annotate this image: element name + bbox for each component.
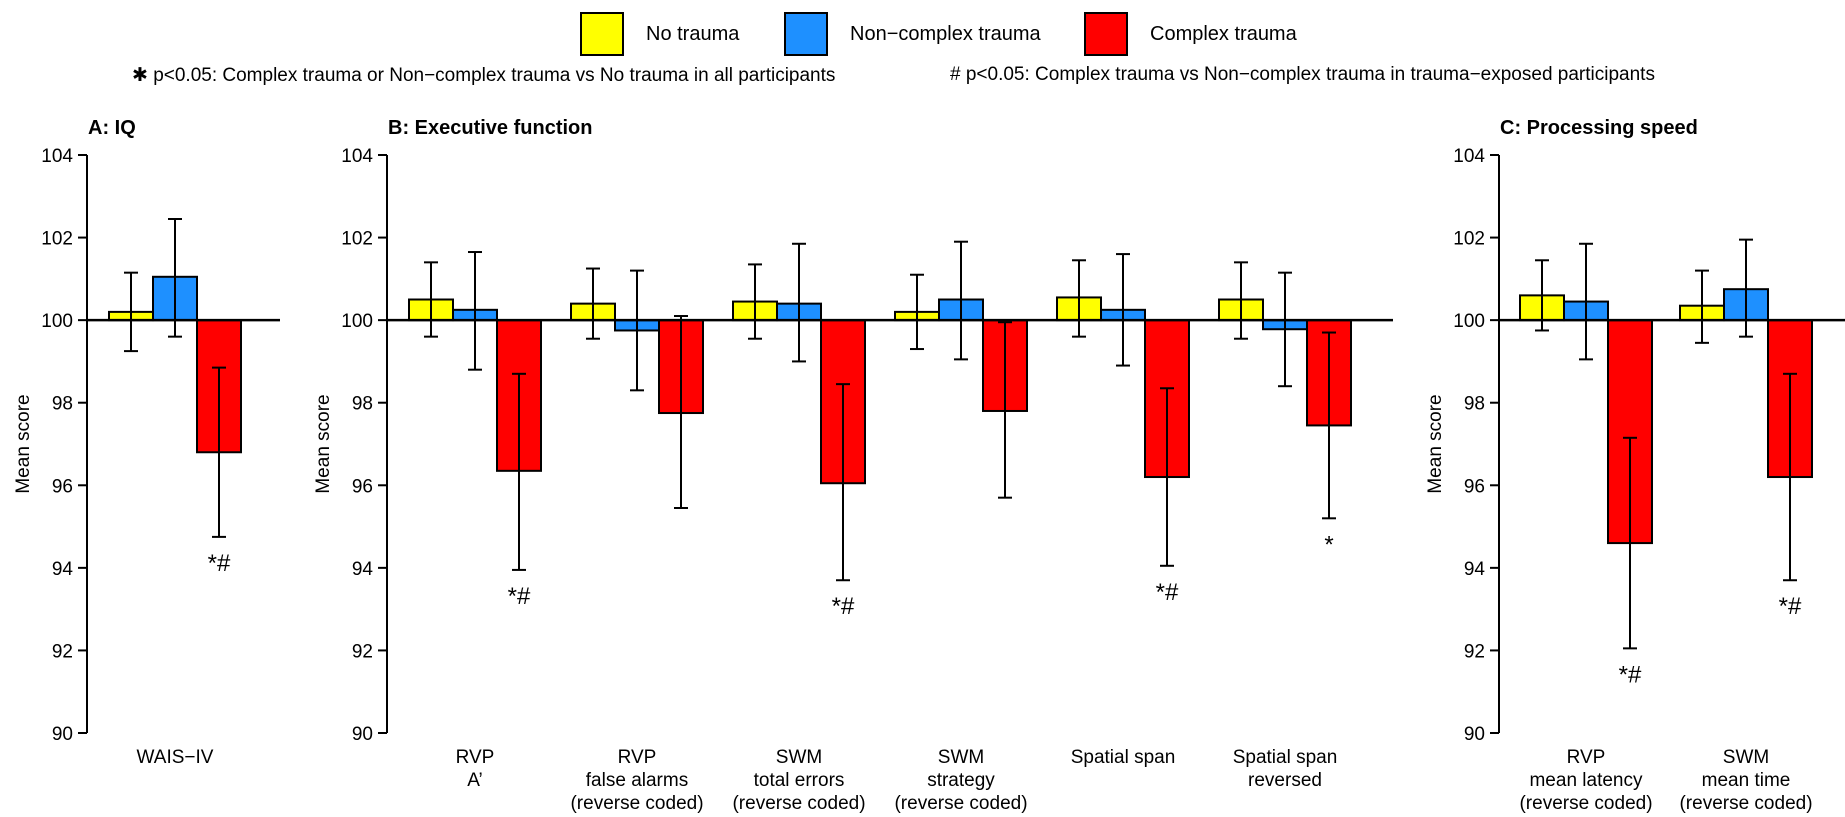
panel-title-p2: C: Processing speed [1500, 117, 1698, 139]
legend-label: Non−complex trauma [850, 23, 1041, 45]
y-tick-label-p2: 90 [1464, 724, 1485, 745]
category-label-p2: RVP [1567, 747, 1606, 768]
legend: No trauma Non−complex trauma Complex tra… [0, 8, 1845, 58]
category-label-p1: Spatial span [1233, 747, 1338, 768]
significance-label-p1: *# [832, 593, 855, 620]
y-tick-label-p2: 98 [1464, 394, 1485, 415]
y-tick-label-p0: 94 [52, 559, 74, 580]
y-tick-label-p0: 102 [41, 229, 73, 250]
y-axis-label-p2: Mean score [1425, 394, 1446, 493]
category-label-p1: A’ [467, 770, 482, 791]
panel-title-p1: B: Executive function [388, 117, 592, 139]
category-label-p1: strategy [927, 770, 995, 791]
y-tick-label-p1: 102 [341, 229, 373, 250]
significance-label-p0: *# [208, 550, 231, 577]
y-tick-label-p1: 94 [352, 559, 374, 580]
category-label-p1: RVP [456, 747, 495, 768]
y-tick-label-p2: 100 [1453, 311, 1485, 332]
category-label-p2: (reverse coded) [1519, 793, 1652, 814]
significance-notes: ✱ p<0.05: Complex trauma or Non−complex … [0, 64, 1845, 94]
note-hash: # p<0.05: Complex trauma vs Non−complex … [950, 64, 1655, 85]
y-tick-label-p0: 92 [52, 641, 73, 662]
legend-label: Complex trauma [1150, 23, 1297, 45]
category-label-p1: (reverse coded) [894, 793, 1027, 814]
category-label-p1: SWM [938, 747, 984, 768]
note-star: ✱ p<0.05: Complex trauma or Non−complex … [132, 65, 836, 86]
y-tick-label-p0: 104 [41, 146, 73, 167]
y-tick-label-p1: 100 [341, 311, 373, 332]
significance-label-p2: *# [1779, 593, 1802, 620]
panel-title-p0: A: IQ [88, 117, 136, 139]
y-tick-label-p1: 96 [352, 476, 373, 497]
y-tick-label-p1: 104 [341, 146, 373, 167]
category-label-p2: mean time [1702, 770, 1791, 791]
y-tick-label-p0: 100 [41, 311, 73, 332]
category-label-p1: reversed [1248, 770, 1322, 791]
significance-label-p1: *# [1156, 579, 1179, 606]
y-tick-label-p1: 98 [352, 394, 373, 415]
category-label-p2: SWM [1723, 747, 1769, 768]
category-label-p1: (reverse coded) [570, 793, 703, 814]
y-tick-label-p2: 92 [1464, 641, 1485, 662]
y-tick-label-p2: 94 [1464, 559, 1486, 580]
y-tick-label-p0: 98 [52, 394, 73, 415]
legend-swatch-no-trauma [580, 12, 624, 56]
category-label-p1: RVP [618, 747, 657, 768]
legend-label: No trauma [646, 23, 740, 45]
y-tick-label-p2: 96 [1464, 476, 1485, 497]
category-label-p1: SWM [776, 747, 822, 768]
legend-swatch-complex-trauma [1084, 12, 1128, 56]
y-axis-label-p0: Mean score [13, 394, 34, 493]
y-tick-label-p0: 90 [52, 724, 73, 745]
significance-label-p1: *# [508, 583, 531, 610]
category-label-p1: false alarms [586, 770, 688, 791]
y-axis-label-p1: Mean score [313, 394, 334, 493]
category-label-p0: WAIS−IV [137, 747, 214, 768]
category-label-p2: mean latency [1529, 770, 1643, 791]
significance-label-p2: *# [1619, 661, 1642, 688]
significance-label-p1: * [1324, 531, 1333, 558]
category-label-p1: total errors [754, 770, 845, 791]
y-tick-label-p1: 92 [352, 641, 373, 662]
category-label-p1: Spatial span [1071, 747, 1176, 768]
y-tick-label-p1: 90 [352, 724, 373, 745]
y-tick-label-p2: 104 [1453, 146, 1485, 167]
category-label-p2: (reverse coded) [1679, 793, 1812, 814]
legend-swatch-non-complex-trauma [784, 12, 828, 56]
category-label-p1: (reverse coded) [732, 793, 865, 814]
y-tick-label-p2: 102 [1453, 229, 1485, 250]
y-tick-label-p0: 96 [52, 476, 73, 497]
